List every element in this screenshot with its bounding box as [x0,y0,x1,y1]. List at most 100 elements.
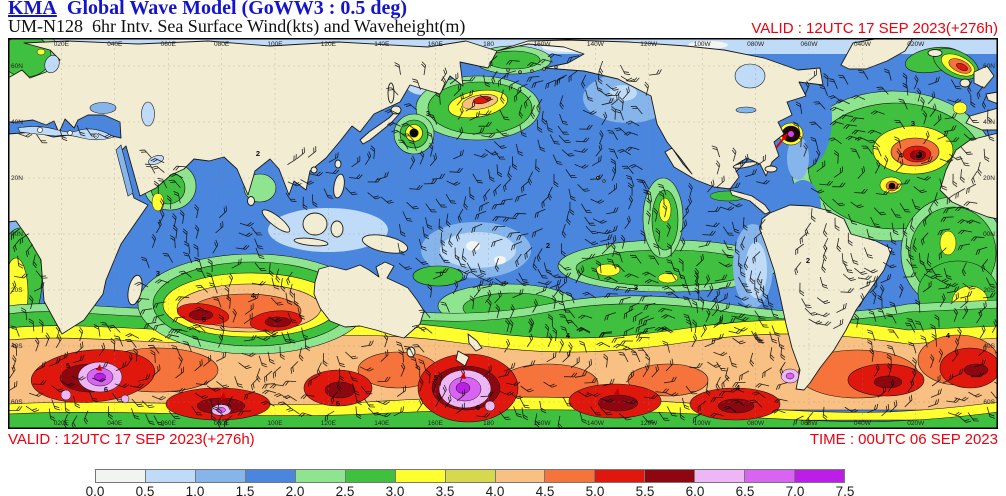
map-border [8,38,998,429]
lat-label: 20S [11,287,23,294]
contour-label: 5 [336,399,340,408]
lon-label: 060W [801,41,819,48]
colorbar-segment [195,469,246,483]
colorbar-segment [745,469,796,483]
colorbar-tick-label: 4.0 [485,484,505,496]
waveheight-colorbar [95,469,846,483]
lon-label: 020W [907,41,925,48]
lat-label: 20N [11,175,23,182]
contour-label: 4 [736,383,741,392]
colorbar-tick-label: 7.0 [785,484,805,496]
lon-label: 040W [854,41,872,48]
title-rest: Global Wave Model (GoWW3 : 0.5 deg) [66,0,408,19]
contour-label: 3 [426,109,430,118]
contour-label: 6 [104,385,108,394]
lon-label: 060E [161,420,177,427]
lon-label: 100E [267,420,283,427]
page-title: KMA Global Wave Model (GoWW3 : 0.5 deg) [8,0,407,20]
colorbar-segment [395,469,446,483]
lat-label: 20N [983,175,995,182]
lon-label: 040E [107,41,123,48]
storm-annotations [96,133,920,399]
lon-label: 140E [374,420,390,427]
lat-label: 60N [983,63,995,70]
contour-label: 5 [434,373,438,382]
contour-label: 3 [634,283,638,292]
lon-label: 080E [214,41,230,48]
contour-label: 2 [546,241,550,250]
colorbar-tick-label: 6.5 [735,484,755,496]
colorbar-segment [345,469,396,483]
colorbar-tick-label: 6.0 [685,484,705,496]
lat-label: 40S [11,343,23,350]
lon-label: 100W [694,420,712,427]
colorbar-segment [545,469,596,483]
lon-label: 120W [640,41,658,48]
valid-time-bottom: VALID : 12UTC 17 SEP 2023(+276h) [8,431,255,448]
colorbar-tick-label: 1.0 [185,484,205,496]
lat-label: 00N [11,231,23,238]
colorbar-segment [645,469,696,483]
lon-label: 020E [54,420,70,427]
colorbar-segment [495,469,546,483]
lon-label: 080W [747,41,765,48]
lon-label: 140W [587,420,605,427]
colorbar-tick-label: 2.0 [285,484,305,496]
colorbar-segment [245,469,296,483]
lon-label: 020W [907,420,925,427]
colorbar-segment [695,469,746,483]
lon-label: 100W [694,41,712,48]
inland-seas [17,54,766,197]
contour-label: 5 [66,361,70,370]
wind-barbs [8,53,998,429]
colorbar-segment [145,469,196,483]
lat-label: 20S [983,287,995,294]
colorbar-segment [295,469,346,483]
lon-label: 040E [107,420,123,427]
contour-label: 3 [156,269,160,278]
colorbar-tick-label: 1.5 [235,484,255,496]
lat-lon-labels: 020E 020E 040E 040E 060E 060E 080E 080E 100E 100E… [11,41,996,427]
page-subtitle: UM-N128 6hr Intv. Sea Surface Wind(kts) … [8,16,466,36]
lon-label: 060W [801,420,819,427]
title-org: KMA [8,0,57,19]
lon-label: 160W [534,41,552,48]
lon-label: 060E [161,41,177,48]
contour-label: 4 [946,331,951,340]
contour-label: 4 [566,331,571,340]
lon-label: 140E [374,41,390,48]
contour-label: 4 [899,151,904,160]
contour-value-labels: 3 4 5 2 3 5 6 5 6 4 3 4 2 3 2 5 4 4 [66,109,951,412]
lon-label: 140W [587,41,605,48]
lat-label: 40N [983,119,995,126]
lat-label: 60N [11,63,23,70]
colorbar-tick-label: 0.0 [85,484,105,496]
colorbar-segment [445,469,496,483]
colorbar-segment [595,469,646,483]
lon-label: 160E [428,420,444,427]
lat-label: 60S [983,399,995,406]
contour-label: 2 [806,256,810,265]
lon-label: 120E [321,420,337,427]
colorbar-tick-label: 7.5 [835,484,855,496]
colorbar-tick-label: 2.5 [335,484,355,496]
valid-time-top: VALID : 12UTC 17 SEP 2023(+276h) [751,20,998,37]
contour-label: 2 [256,149,260,158]
colorbar-segment [795,469,846,483]
colorbar-tick-label: 4.5 [535,484,555,496]
lon-label: 120W [640,420,658,427]
lon-label: 160W [534,420,552,427]
colorbar-tick-label: 3.0 [385,484,405,496]
lon-label: 080W [747,420,765,427]
lon-label: 160E [428,41,444,48]
lat-label: 60S [11,399,23,406]
lon-label: 180 [483,41,494,48]
lon-label: 040W [854,420,872,427]
base-time: TIME : 00UTC 06 SEP 2023 [809,431,998,448]
colorbar-tick-label: 3.5 [435,484,455,496]
contour-label: 6 [476,403,480,412]
lat-label: 40N [11,119,23,126]
lon-label: 180 [483,420,494,427]
